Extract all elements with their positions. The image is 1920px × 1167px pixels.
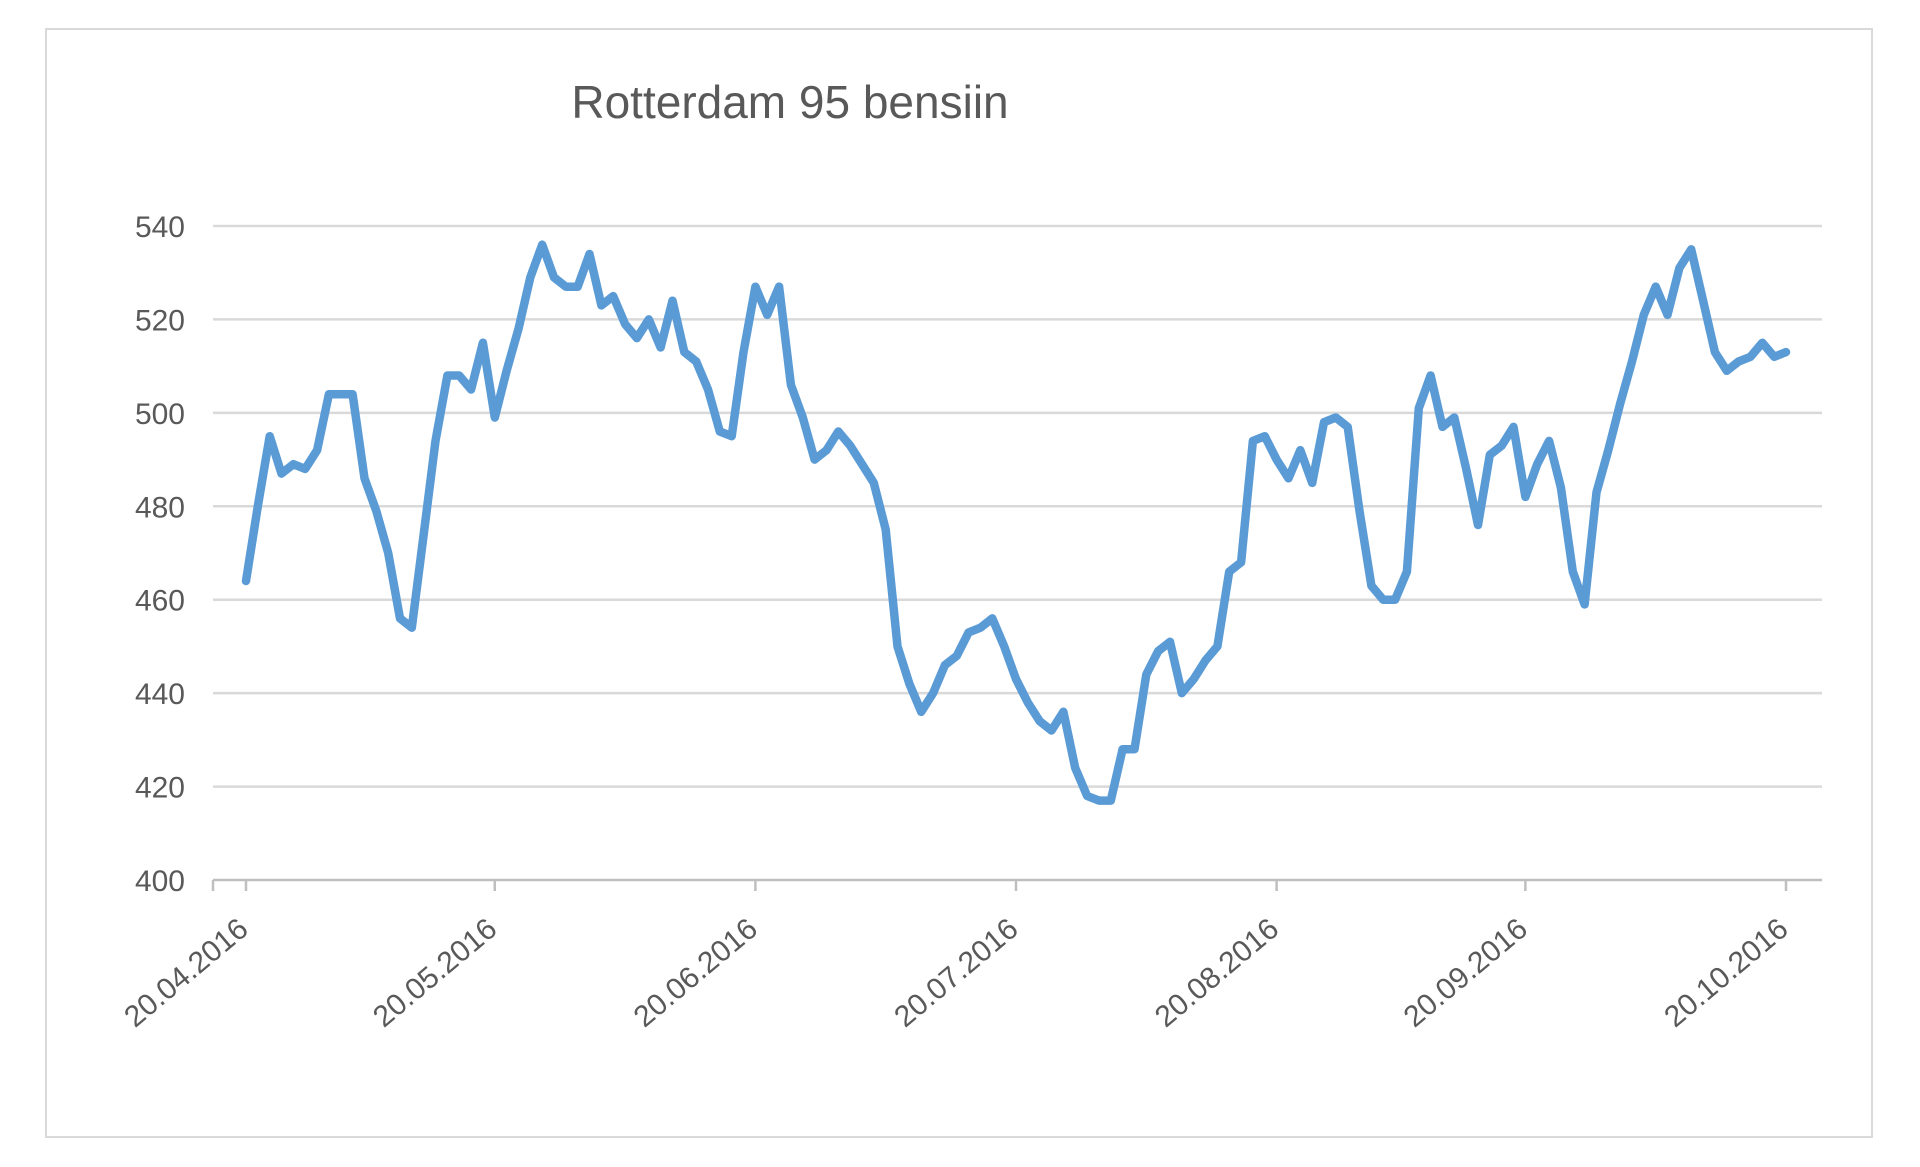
y-axis-tick-label: 540 — [135, 211, 185, 244]
y-axis-tick-label: 520 — [135, 304, 185, 337]
x-axis-labels-group: 20.04.2016 20.05.2016 20.06.2016 20.07.2016… — [118, 912, 1794, 1034]
x-axis-tick-label: 20.04.2016 — [118, 912, 254, 1034]
y-axis-tick-label: 400 — [135, 865, 185, 898]
x-axis-tick-label: 20.08.2016 — [1149, 912, 1285, 1034]
series-group — [241, 240, 1791, 805]
x-axis-tick-label: 20.05.2016 — [367, 912, 503, 1034]
price-line-series — [241, 240, 1791, 805]
y-axis-tick-label: 500 — [135, 398, 185, 431]
x-axis-tick-label: 20.06.2016 — [628, 912, 764, 1034]
x-axis-tick-label: 20.09.2016 — [1398, 912, 1534, 1034]
chart-title: Rotterdam 95 bensiin — [571, 76, 1008, 128]
y-axis-tick-label: 420 — [135, 772, 185, 805]
x-axis-tick-label: 20.07.2016 — [888, 912, 1024, 1034]
y-axis-tick-label: 460 — [135, 585, 185, 618]
y-axis-tick-label: 440 — [135, 678, 185, 711]
y-axis-tick-label: 480 — [135, 491, 185, 524]
gridlines-group — [213, 224, 1822, 788]
chart-frame — [45, 28, 1873, 1138]
y-axis-labels-group: 400 420 440 460 480 500 520 540 — [135, 211, 185, 898]
x-axis-group — [211, 878, 1822, 891]
x-axis-tick-label: 20.10.2016 — [1658, 912, 1794, 1034]
